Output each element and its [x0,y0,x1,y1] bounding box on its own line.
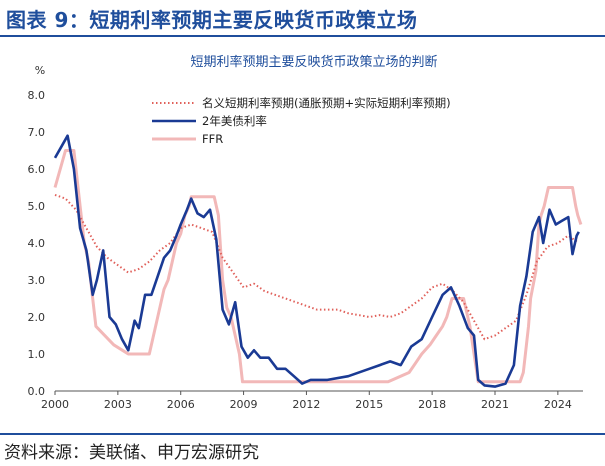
title-rule [0,35,605,37]
chart-canvas: 短期利率预期主要反映货币政策立场的判断 % 0.0 1.0 2.0 3.0 4.0 5.0… [28,54,583,411]
legend-label-2: 2年美债利率 [202,114,267,128]
chart-title: 短期利率预期主要反映货币政策立场的判断 [190,54,437,70]
y-tick-label: 7.0 [28,126,46,139]
y-tick-label: 1.0 [28,348,46,361]
legend-label-3: FFR [202,132,223,146]
y-tick-label: 4.0 [28,237,46,250]
x-tick-label: 2021 [481,398,509,411]
source-rule [0,433,605,435]
x-tick-label: 2018 [418,398,446,411]
x-tick-label: 2003 [104,398,132,411]
figure-title: 图表 9：短期利率预期主要反映货币政策立场 [6,8,418,32]
series-line-2 [53,134,580,388]
y-tick-label: 3.0 [28,274,46,287]
legend: 名义短期利率预期(通胀预期+实际短期利率预期) 2年美债利率 FFR [152,96,451,146]
series-line-1 [54,193,580,341]
x-tick-label: 2006 [167,398,195,411]
y-tick-label: 5.0 [28,200,46,213]
x-tick-label: 2000 [41,398,69,411]
x-tick-label: 2015 [355,398,383,411]
x-tick-label: 2012 [292,398,320,411]
y-tick-label: 0.0 [28,385,46,398]
y-tick-label: 2.0 [28,311,46,324]
y-axis-label: % [35,64,45,77]
x-tick-label: 2024 [544,398,572,411]
y-tick-label: 8.0 [28,89,46,102]
axes: 0.0 1.0 2.0 3.0 4.0 5.0 6.0 7.0 8.0 2000 2003 2006 2… [28,89,583,411]
legend-label-1: 名义短期利率预期(通胀预期+实际短期利率预期) [202,96,451,110]
x-tick-label: 2009 [230,398,258,411]
series-line-3 [53,149,583,384]
y-tick-label: 6.0 [28,163,46,176]
source-note: 资料来源：美联储、申万宏源研究 [4,443,259,463]
series-layer [53,134,583,388]
